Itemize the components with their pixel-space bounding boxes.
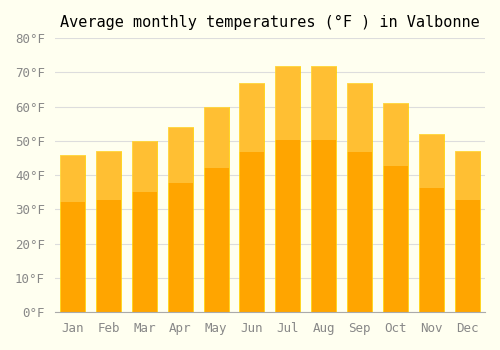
Bar — [347, 83, 372, 152]
Bar — [311, 65, 336, 312]
Title: Average monthly temperatures (°F ) in Valbonne: Average monthly temperatures (°F ) in Va… — [60, 15, 480, 30]
Bar — [96, 151, 121, 312]
Bar — [204, 107, 229, 168]
Bar — [96, 151, 121, 199]
Bar — [383, 103, 408, 312]
Bar — [275, 65, 300, 140]
Bar — [60, 155, 85, 202]
Bar — [60, 155, 85, 312]
Bar — [240, 83, 264, 312]
Bar — [275, 65, 300, 312]
Bar — [204, 107, 229, 312]
Bar — [240, 83, 264, 152]
Bar — [168, 127, 193, 312]
Bar — [383, 103, 408, 166]
Bar — [132, 141, 157, 193]
Bar — [168, 127, 193, 183]
Bar — [418, 134, 444, 188]
Bar — [347, 83, 372, 312]
Bar — [454, 151, 479, 199]
Bar — [311, 65, 336, 140]
Bar — [418, 134, 444, 312]
Bar — [132, 141, 157, 312]
Bar — [454, 151, 479, 312]
